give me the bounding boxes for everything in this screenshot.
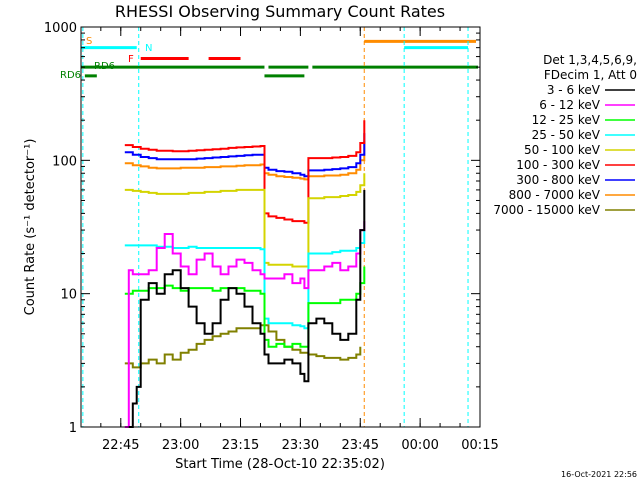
y-tick-label: 100 xyxy=(52,154,77,169)
y-axis-label: Count Rate (s⁻¹ detector⁻¹) xyxy=(23,139,38,316)
y-axis-ticks: 1 10 100 1000 xyxy=(44,21,480,436)
legend-entry-label: 7000 - 15000 keV xyxy=(493,203,600,217)
x-tick-label: 23:30 xyxy=(282,438,319,453)
x-tick-label: 00:15 xyxy=(461,438,498,453)
legend-entry-label: 12 - 25 keV xyxy=(532,113,601,127)
legend-entry-label: 100 - 300 keV xyxy=(516,158,600,172)
y-tick-label: 10 xyxy=(60,288,77,303)
series-line xyxy=(124,173,366,268)
x-tick-label: 00:00 xyxy=(401,438,438,453)
x-axis-ticks: 22:45 23:00 23:15 23:30 23:45 00:00 00:15 xyxy=(100,27,499,453)
series-line xyxy=(124,221,366,428)
x-tick-label: 23:15 xyxy=(222,438,259,453)
y-tick-label: 1000 xyxy=(44,21,77,36)
flag-labels: S NF RD6 RD6 xyxy=(60,36,152,81)
legend-entry-label: 800 - 7000 keV xyxy=(509,188,601,202)
x-axis-label: Start Time (28-Oct-10 22:35:02) xyxy=(175,457,385,472)
flag-bars xyxy=(81,39,479,78)
x-tick-label: 22:45 xyxy=(102,438,139,453)
render-timestamp: 16-Oct-2021 22:56 xyxy=(561,470,637,479)
flag-label: S xyxy=(86,36,92,47)
chart-title: RHESSI Observing Summary Count Rates xyxy=(115,2,445,21)
x-tick-label: 23:45 xyxy=(342,438,379,453)
legend: Det 1,3,4,5,6,9, FDecim 1, Att 0 3 - 6 k… xyxy=(493,53,637,217)
legend-entry-label: 300 - 800 keV xyxy=(516,173,600,187)
flag-label: N xyxy=(145,43,152,54)
series-line xyxy=(124,133,366,178)
legend-entry-label: 50 - 100 keV xyxy=(524,143,601,157)
legend-header-detectors: Det 1,3,4,5,6,9, xyxy=(543,53,637,67)
series-line xyxy=(124,230,366,330)
series-line xyxy=(128,189,366,428)
legend-entry-label: 3 - 6 keV xyxy=(547,83,601,97)
flag-label: F xyxy=(128,54,134,65)
series-line xyxy=(124,266,366,348)
x-tick-label: 23:00 xyxy=(162,438,199,453)
legend-entry-label: 6 - 12 keV xyxy=(539,98,601,112)
flag-label: RD6 xyxy=(60,70,81,81)
series-line xyxy=(124,324,362,369)
series-line xyxy=(124,120,366,224)
legend-entry-label: 25 - 50 keV xyxy=(532,128,601,142)
series-lines xyxy=(124,120,366,428)
flag-label: RD6 xyxy=(94,61,115,72)
legend-header-decimation: FDecim 1, Att 0 xyxy=(544,68,637,82)
y-tick-label: 1 xyxy=(69,421,77,436)
